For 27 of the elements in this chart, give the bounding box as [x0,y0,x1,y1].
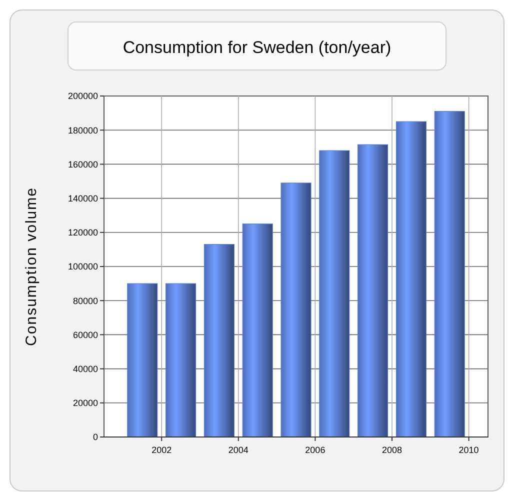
bar [242,224,273,438]
x-tick-label: 2004 [228,445,248,455]
bar [319,150,350,438]
bar [204,244,234,438]
bar [127,283,158,438]
x-tick-label: 2010 [458,445,479,455]
bar [434,111,465,438]
y-tick-label: 0 [92,432,98,442]
y-tick-label: 40000 [72,364,98,374]
x-tick-label: 2006 [305,445,326,455]
y-tick-label: 160000 [68,159,98,170]
bar [280,182,312,438]
y-tick-label: 120000 [68,228,98,238]
y-axis-title: Consumption volume [23,187,40,346]
y-tick-label: 60000 [72,330,98,340]
y-tick-label: 140000 [68,193,98,204]
bar [358,144,388,438]
x-tick-label: 2002 [152,445,172,455]
y-tick-label: 180000 [68,125,98,136]
y-tick-label: 100000 [68,262,98,272]
bar [396,121,426,438]
chart-title: Consumption for Sweden (ton/year) [122,38,392,57]
y-tick-label: 80000 [72,296,98,306]
y-tick-label: 20000 [72,398,98,408]
y-tick-label: 200000 [68,91,98,102]
x-tick-label: 2008 [382,445,402,455]
bar [166,283,196,438]
